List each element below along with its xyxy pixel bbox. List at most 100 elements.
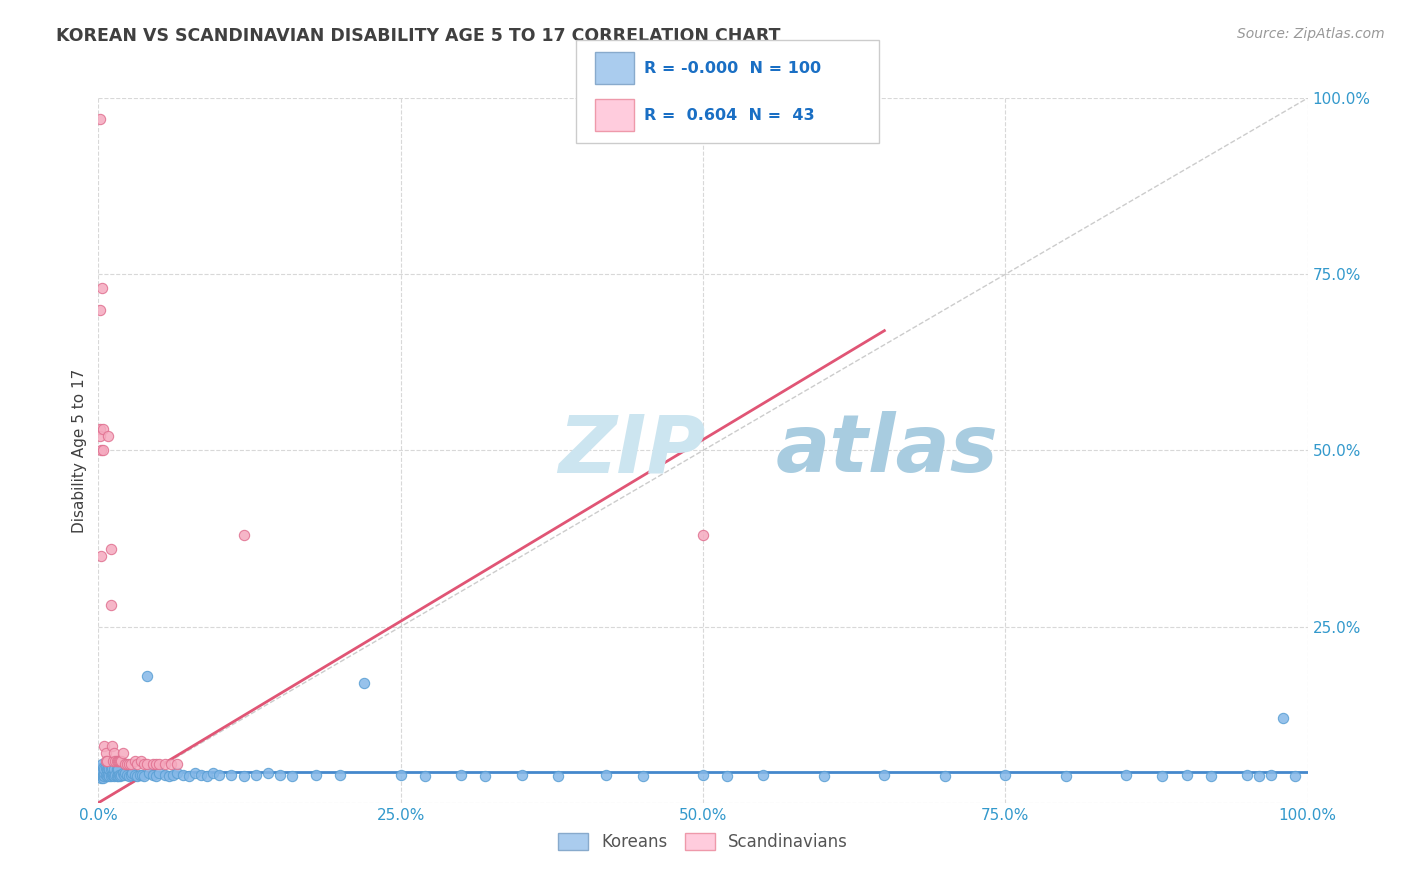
Point — [105, 754, 128, 768]
Point — [232, 769, 254, 783]
Point — [91, 760, 114, 774]
Point — [91, 771, 114, 785]
Point — [91, 281, 114, 295]
Point — [89, 112, 111, 127]
Point — [1284, 769, 1306, 783]
Point — [124, 754, 146, 768]
Point — [103, 769, 125, 783]
Text: R = -0.000  N = 100: R = -0.000 N = 100 — [644, 61, 821, 76]
Point — [93, 766, 115, 780]
Point — [90, 549, 112, 564]
Point — [692, 528, 714, 542]
Point — [111, 747, 134, 761]
Point — [91, 757, 114, 772]
Point — [145, 757, 167, 772]
Point — [232, 528, 254, 542]
Point — [89, 767, 111, 781]
Point — [208, 767, 231, 781]
Point — [127, 769, 149, 783]
Point — [195, 769, 218, 783]
Point — [142, 767, 165, 781]
Point — [100, 542, 122, 557]
Point — [873, 767, 896, 781]
Point — [100, 769, 122, 783]
Point — [112, 767, 135, 781]
Point — [97, 767, 120, 781]
Point — [153, 757, 176, 772]
Point — [1115, 767, 1137, 781]
Point — [281, 769, 304, 783]
Point — [108, 769, 131, 783]
Point — [103, 762, 125, 776]
Point — [89, 764, 111, 778]
Point — [450, 767, 472, 781]
Legend: Koreans, Scandinavians: Koreans, Scandinavians — [551, 826, 855, 858]
Point — [813, 769, 835, 783]
Point — [89, 302, 111, 317]
Point — [190, 767, 212, 781]
Point — [114, 766, 136, 780]
Point — [692, 767, 714, 781]
Point — [157, 769, 180, 783]
Text: KOREAN VS SCANDINAVIAN DISABILITY AGE 5 TO 17 CORRELATION CHART: KOREAN VS SCANDINAVIAN DISABILITY AGE 5 … — [56, 27, 780, 45]
Point — [118, 757, 141, 772]
Point — [245, 767, 267, 781]
Point — [269, 767, 291, 781]
Point — [172, 767, 194, 781]
Point — [510, 767, 533, 781]
Point — [127, 757, 149, 772]
Point — [94, 747, 117, 761]
Point — [97, 429, 120, 443]
Point — [153, 767, 176, 781]
Text: Source: ZipAtlas.com: Source: ZipAtlas.com — [1237, 27, 1385, 41]
Point — [138, 766, 160, 780]
Point — [101, 754, 124, 768]
Point — [114, 757, 136, 772]
Point — [202, 766, 225, 780]
Point — [107, 769, 129, 783]
Point — [1236, 767, 1258, 781]
Point — [100, 762, 122, 776]
Point — [129, 754, 152, 768]
Point — [934, 769, 956, 783]
Point — [142, 757, 165, 772]
Point — [98, 762, 121, 776]
Point — [353, 676, 375, 690]
Point — [184, 766, 207, 780]
Point — [110, 767, 132, 781]
Point — [117, 757, 139, 772]
Point — [105, 769, 128, 783]
Point — [100, 739, 122, 754]
Point — [90, 767, 112, 781]
Point — [716, 769, 738, 783]
Point — [1152, 769, 1174, 783]
Point — [96, 754, 118, 768]
Point — [752, 767, 775, 781]
Point — [111, 766, 134, 780]
Point — [100, 760, 122, 774]
Point — [595, 767, 617, 781]
Point — [179, 769, 201, 783]
Point — [94, 767, 117, 781]
Point — [135, 669, 157, 683]
Point — [134, 757, 156, 772]
Point — [1260, 767, 1282, 781]
Point — [120, 767, 142, 781]
Point — [110, 754, 132, 768]
Point — [98, 769, 121, 783]
Point — [107, 754, 129, 768]
Point — [93, 769, 115, 783]
Point — [104, 767, 127, 781]
Point — [94, 754, 117, 768]
Point — [631, 769, 654, 783]
Point — [1175, 767, 1198, 781]
Point — [166, 757, 188, 772]
Point — [91, 443, 114, 458]
Point — [108, 754, 131, 768]
Point — [162, 767, 184, 781]
Y-axis label: Disability Age 5 to 17: Disability Age 5 to 17 — [72, 368, 87, 533]
Text: R =  0.604  N =  43: R = 0.604 N = 43 — [644, 108, 814, 122]
Point — [90, 443, 112, 458]
Point — [104, 754, 127, 768]
Point — [547, 769, 569, 783]
